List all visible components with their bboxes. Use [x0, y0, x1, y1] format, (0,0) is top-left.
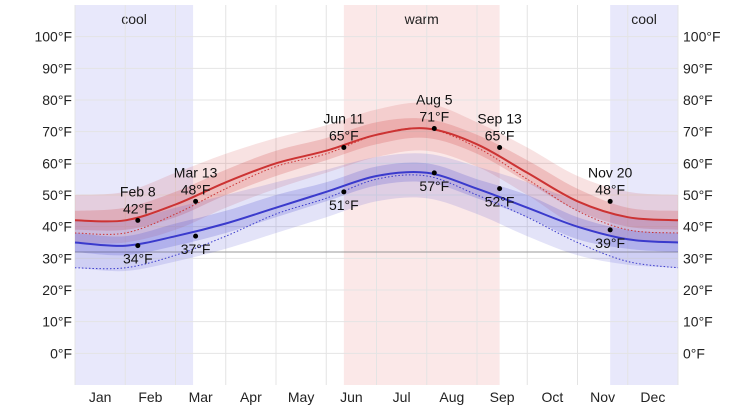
annotation-date: Mar 13: [174, 164, 218, 180]
x-tick-label: May: [288, 389, 314, 405]
x-tick-label: Aug: [439, 389, 464, 405]
annotation-marker: [341, 189, 347, 195]
annotation-marker: [193, 233, 199, 239]
y-tick-label-left: 80°F: [42, 92, 72, 108]
temperature-lines: [74, 127, 679, 270]
y-tick-label-right: 90°F: [683, 60, 713, 76]
season-label: warm: [404, 11, 439, 27]
annotation-value: 65°F: [485, 128, 515, 144]
x-tick-label: Apr: [240, 389, 262, 405]
annotation-value: 39°F: [595, 235, 625, 251]
annotation-date: Sep 13: [477, 111, 522, 127]
x-axis-ticks: Jan Feb Mar Apr May Jun Jul Aug Sep Oct Nov Dec: [89, 389, 665, 405]
y-tick-label-left: 100°F: [34, 29, 72, 45]
y-tick-label-right: 70°F: [683, 124, 713, 140]
annotation-value: 52°F: [485, 194, 515, 210]
annotation-value: 48°F: [181, 181, 211, 197]
annotation-value: 71°F: [419, 109, 449, 125]
y-tick-label-right: 80°F: [683, 92, 713, 108]
x-tick-label: Dec: [640, 389, 665, 405]
low-perceived-line: [74, 174, 679, 270]
y-tick-label-right: 20°F: [683, 282, 713, 298]
annotation-value: 37°F: [181, 241, 211, 257]
x-tick-label: Nov: [590, 389, 615, 405]
annotation-date: Feb 8: [120, 183, 156, 199]
annotation-value: 57°F: [419, 178, 449, 194]
y-tick-label-left: 70°F: [42, 124, 72, 140]
y-tick-label-left: 50°F: [42, 187, 72, 203]
annotation-value: 48°F: [595, 181, 625, 197]
high-band-outer: [75, 102, 678, 244]
annotation-marker: [341, 145, 347, 150]
y-tick-label-right: 30°F: [683, 250, 713, 266]
annotation-date: Aug 5: [416, 92, 453, 108]
annotation-marker: [497, 145, 503, 150]
annotation-date: Nov 20: [588, 164, 633, 180]
annotation-marker: [607, 227, 613, 233]
x-tick-label: Feb: [138, 389, 162, 405]
y-tick-label-left: 60°F: [42, 155, 72, 171]
x-tick-label: Jun: [340, 389, 363, 405]
annotation-marker: [431, 170, 437, 176]
y-tick-label-right: 10°F: [683, 314, 713, 330]
y-tick-label-right: 40°F: [683, 219, 713, 235]
y-tick-label-right: 50°F: [683, 187, 713, 203]
x-tick-label: Oct: [541, 389, 563, 405]
y-tick-label-right: 100°F: [683, 29, 721, 45]
annotation-marker: [135, 243, 141, 249]
annotation-marker: [607, 198, 613, 204]
y-axis-ticks: 0°F 0°F 10°F 10°F 20°F 20°F 30°F 30°F 40°F 40°F 50…: [34, 29, 720, 362]
y-tick-label-left: 20°F: [42, 282, 72, 298]
high-line: [74, 127, 679, 223]
y-tick-label-left: 10°F: [42, 314, 72, 330]
y-tick-label-left: 0°F: [50, 345, 72, 361]
y-tick-label-left: 30°F: [42, 250, 72, 266]
annotation-value: 34°F: [123, 251, 153, 267]
low-line: [74, 170, 679, 247]
x-tick-label: Jul: [393, 389, 411, 405]
annotation-value: 65°F: [329, 128, 359, 144]
annotation-date: Jun 11: [323, 111, 364, 127]
annotation-marker: [431, 126, 437, 131]
x-tick-label: Jan: [89, 389, 112, 405]
y-tick-label-right: 0°F: [683, 345, 705, 361]
high-band-inner: [75, 118, 678, 231]
annotation-value: 42°F: [123, 200, 153, 216]
annotation-marker: [497, 186, 503, 192]
season-label: cool: [631, 11, 657, 27]
low-band-inner: [75, 162, 678, 256]
y-tick-label-left: 40°F: [42, 219, 72, 235]
annotation-marker: [193, 198, 199, 204]
y-tick-label-left: 90°F: [42, 60, 72, 76]
low-band-outer: [75, 153, 678, 272]
x-tick-label: Sep: [490, 389, 515, 405]
annotation-value: 51°F: [329, 197, 359, 213]
y-tick-label-right: 60°F: [683, 155, 713, 171]
annotation-marker: [135, 217, 141, 223]
grid-lines: [74, 5, 679, 385]
temperature-bands: [75, 102, 678, 272]
x-tick-label: Mar: [189, 389, 213, 405]
season-label: cool: [121, 11, 147, 27]
